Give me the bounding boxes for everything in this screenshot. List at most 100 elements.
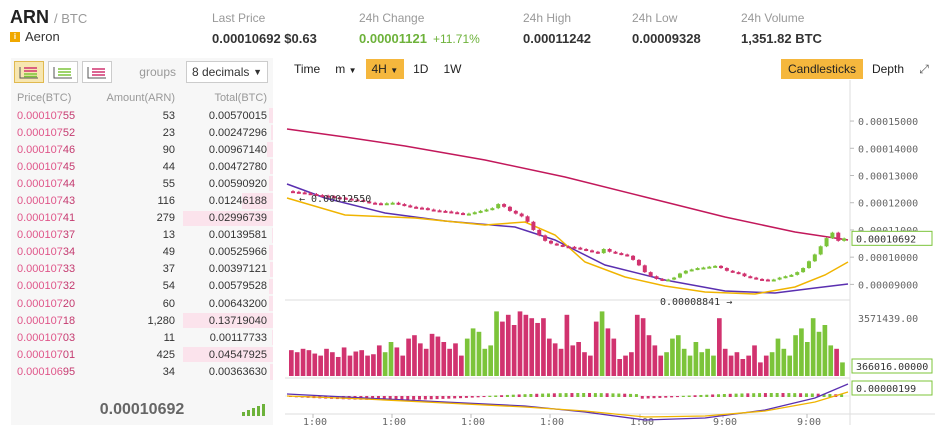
depth-bar: [270, 261, 273, 277]
macd-bar: [429, 396, 433, 400]
order-row[interactable]: 0.00010703 11 0.00117733: [11, 329, 273, 346]
order-amount: 60: [162, 297, 175, 310]
order-amount: 49: [162, 246, 175, 259]
volume-bar: [353, 351, 359, 376]
macd-bar: [675, 396, 679, 398]
decimals-select[interactable]: 8 decimals ▼: [186, 61, 268, 83]
volume-bar: [593, 321, 599, 376]
order-row[interactable]: 0.00010752 23 0.00247296: [11, 124, 273, 141]
order-row[interactable]: 0.00010744 55 0.00590920: [11, 175, 273, 192]
stat-24h-low: 24h Low 0.00009328: [632, 11, 701, 46]
order-price: 0.00010720: [17, 297, 76, 310]
price-tick-label: 0.00010000: [858, 253, 918, 264]
candle: [384, 203, 389, 206]
order-amount: 425: [156, 348, 175, 361]
order-price: 0.00010743: [17, 195, 76, 208]
candle: [584, 249, 589, 251]
coin-name: Aeron: [25, 29, 60, 44]
fullscreen-icon[interactable]: ⤢: [919, 61, 929, 76]
groups-label: groups: [139, 65, 176, 79]
stat-value: 0.00009328: [632, 31, 701, 46]
macd-bar: [459, 396, 463, 399]
order-price: 0.00010755: [17, 109, 76, 122]
time-button[interactable]: Time: [294, 62, 321, 76]
info-icon[interactable]: i: [10, 31, 20, 42]
macd-bar: [441, 396, 445, 399]
candle: [677, 273, 682, 278]
order-row[interactable]: 0.00010745 44 0.00472780: [11, 158, 273, 175]
depth-bar: [272, 330, 273, 346]
macd-bar: [588, 393, 592, 397]
order-row[interactable]: 0.00010701 425 0.04547925: [11, 346, 273, 363]
candle: [496, 204, 501, 209]
order-row[interactable]: 0.00010695 34 0.00363630: [11, 363, 273, 380]
candle: [554, 243, 559, 246]
pair-symbol: ARN / BTC: [10, 7, 87, 28]
macd-bar: [734, 393, 738, 397]
view-asks-button[interactable]: [82, 61, 112, 83]
view-bids-button[interactable]: [48, 61, 78, 83]
macd-bar: [711, 394, 715, 397]
candle: [378, 203, 383, 206]
order-row[interactable]: 0.00010734 49 0.00525966: [11, 244, 273, 261]
depth-bar: [268, 108, 273, 124]
chart-canvas[interactable]: 0.00015000 0.00014000 0.00013000 0.00012000…: [285, 80, 935, 428]
interval-4h-dropdown[interactable]: 4H ▼: [365, 59, 405, 79]
stat-24h-volume: 24h Volume 1,351.82 BTC: [741, 11, 822, 46]
candle: [719, 265, 724, 269]
macd-bar: [599, 393, 603, 397]
interval-1d-button[interactable]: 1D: [413, 62, 429, 76]
volume-bar: [828, 345, 834, 376]
macd-bar: [781, 393, 785, 397]
order-row[interactable]: 0.00010718 1,280 0.13719040: [11, 312, 273, 329]
stat-value: 0.00011242: [523, 31, 591, 46]
candle: [713, 265, 718, 268]
order-row[interactable]: 0.00010741 279 0.02996739: [11, 210, 273, 227]
candle: [455, 212, 460, 215]
candle: [842, 238, 847, 241]
order-total: 0.04547925: [208, 348, 267, 361]
order-price: 0.00010734: [17, 246, 76, 259]
minutes-dropdown[interactable]: m ▼: [329, 59, 362, 79]
order-row[interactable]: 0.00010755 53 0.00570015: [11, 107, 273, 124]
volume-bar: [464, 338, 470, 376]
macd-bar: [828, 394, 832, 397]
candle: [402, 204, 407, 207]
volume-bar: [740, 359, 746, 376]
macd-bar: [517, 394, 521, 397]
volume-bar: [388, 342, 394, 376]
volume-bar: [500, 321, 505, 376]
candle: [642, 265, 647, 273]
order-row[interactable]: 0.00010746 90 0.00967140: [11, 141, 273, 158]
volume-bar: [722, 348, 728, 376]
order-price: 0.00010732: [17, 280, 76, 293]
candle: [419, 207, 424, 210]
low-annotation: 0.00008841 →: [660, 297, 732, 308]
depth-button[interactable]: Depth: [871, 62, 904, 76]
macd-bar: [664, 396, 668, 398]
order-row[interactable]: 0.00010732 54 0.00579528: [11, 278, 273, 295]
order-book-rows: 0.00010755 53 0.00570015 0.00010752 23 0.0024…: [11, 107, 273, 381]
macd-bar: [406, 396, 410, 400]
coin-name-row[interactable]: i Aeron: [10, 29, 60, 44]
candlesticks-button[interactable]: Candlesticks: [780, 59, 863, 79]
order-row[interactable]: 0.00010743 116 0.01246188: [11, 192, 273, 209]
candle: [343, 197, 348, 200]
order-row[interactable]: 0.00010737 13 0.00139581: [11, 227, 273, 244]
volume-bar: [799, 328, 804, 376]
volume-bar: [423, 348, 429, 376]
volume-bar: [541, 318, 546, 376]
stat-last-price: Last Price 0.00010692 $0.63: [212, 11, 317, 46]
col-price: Price(BTC): [17, 92, 72, 104]
volume-bar: [441, 342, 447, 376]
order-row[interactable]: 0.00010720 60 0.00643200: [11, 295, 273, 312]
ma-short-line: [286, 197, 849, 295]
order-row[interactable]: 0.00010733 37 0.00397121: [11, 261, 273, 278]
volume-bar: [417, 343, 423, 376]
macd-bar: [382, 396, 386, 400]
view-both-button[interactable]: [14, 61, 44, 83]
interval-1w-button[interactable]: 1W: [443, 62, 462, 76]
macd-bar: [634, 394, 638, 397]
macd-bar: [728, 393, 732, 397]
macd-bar: [593, 393, 597, 397]
